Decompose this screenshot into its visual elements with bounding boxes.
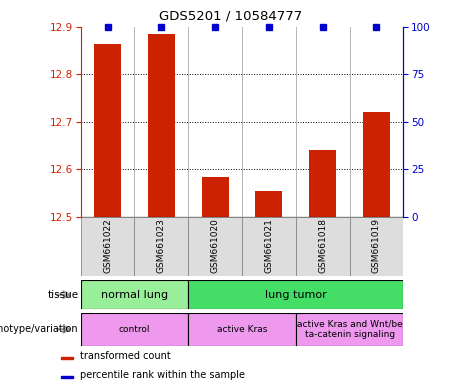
- Text: GSM661019: GSM661019: [372, 218, 381, 273]
- Text: normal lung: normal lung: [101, 290, 168, 300]
- Text: percentile rank within the sample: percentile rank within the sample: [80, 370, 245, 380]
- Bar: [135, 217, 188, 276]
- Bar: [349, 217, 403, 276]
- Bar: [188, 313, 296, 346]
- Text: tissue: tissue: [47, 290, 78, 300]
- Bar: [81, 280, 188, 309]
- Bar: [242, 217, 296, 276]
- Bar: [61, 357, 73, 359]
- Text: GSM661020: GSM661020: [211, 218, 219, 273]
- Text: genotype/variation: genotype/variation: [0, 324, 78, 334]
- Bar: [81, 217, 135, 276]
- Bar: [94, 43, 121, 217]
- Bar: [81, 313, 188, 346]
- Text: active Kras: active Kras: [217, 325, 267, 334]
- Text: GSM661023: GSM661023: [157, 218, 166, 273]
- Bar: [296, 217, 349, 276]
- Bar: [188, 280, 403, 309]
- Text: control: control: [119, 325, 150, 334]
- Text: GDS5201 / 10584777: GDS5201 / 10584777: [159, 10, 302, 23]
- Bar: [61, 376, 73, 378]
- Bar: [188, 217, 242, 276]
- Text: transformed count: transformed count: [80, 351, 171, 361]
- Text: active Kras and Wnt/be
ta-catenin signaling: active Kras and Wnt/be ta-catenin signal…: [297, 319, 402, 339]
- Text: GSM661022: GSM661022: [103, 218, 112, 273]
- Bar: [148, 34, 175, 217]
- Bar: [201, 177, 229, 217]
- Bar: [255, 191, 282, 217]
- Text: GSM661021: GSM661021: [265, 218, 273, 273]
- Text: lung tumor: lung tumor: [265, 290, 327, 300]
- Text: GSM661018: GSM661018: [318, 218, 327, 273]
- Bar: [296, 313, 403, 346]
- Bar: [309, 151, 336, 217]
- Bar: [363, 113, 390, 217]
